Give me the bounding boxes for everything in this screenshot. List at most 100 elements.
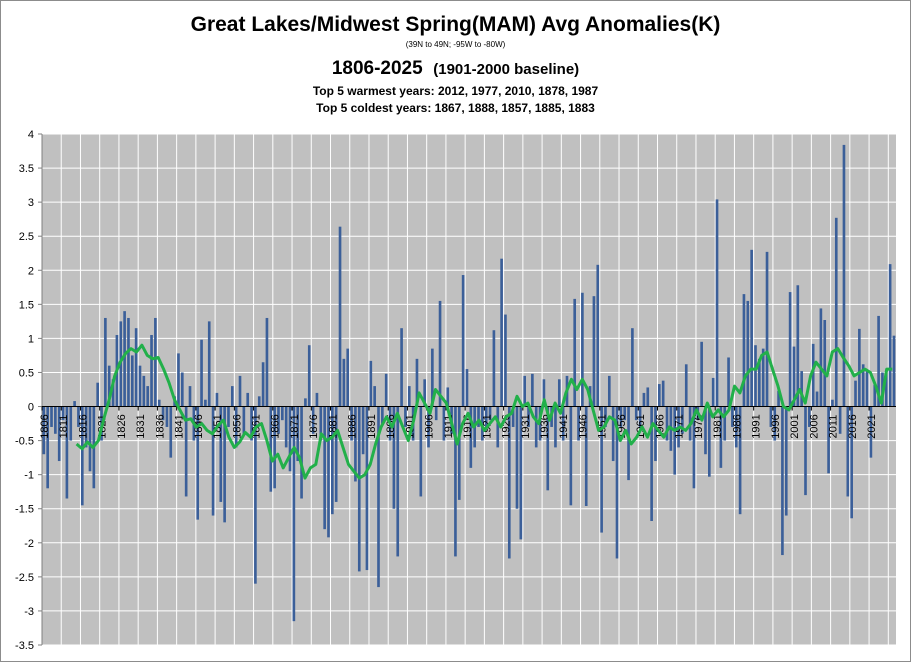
bar bbox=[127, 317, 130, 407]
bar bbox=[792, 346, 796, 407]
x-tick-label: 1981 bbox=[712, 414, 724, 438]
period-label: 1806-2025 bbox=[331, 58, 423, 79]
x-tick-label: 1856 bbox=[231, 414, 243, 438]
bar bbox=[457, 406, 461, 500]
bar bbox=[442, 406, 446, 441]
bar bbox=[584, 406, 588, 507]
y-tick-label: -1.5 bbox=[15, 504, 34, 516]
bar bbox=[627, 406, 630, 481]
x-tick-label: 1836 bbox=[154, 414, 166, 438]
bar bbox=[884, 371, 888, 407]
bar bbox=[488, 406, 492, 421]
bar bbox=[600, 406, 603, 533]
x-tick-label: 1826 bbox=[116, 414, 128, 438]
bar bbox=[815, 391, 819, 407]
bar bbox=[65, 406, 69, 499]
bar bbox=[788, 292, 792, 407]
x-tick-label: 2011 bbox=[828, 415, 840, 439]
y-tick-label: 1 bbox=[28, 333, 34, 345]
bar bbox=[738, 406, 742, 515]
bar bbox=[373, 386, 376, 407]
bar bbox=[350, 406, 353, 441]
x-tick-label: 1996 bbox=[770, 414, 782, 438]
bar bbox=[250, 406, 253, 441]
bar bbox=[161, 406, 165, 421]
bar bbox=[423, 379, 426, 407]
bar bbox=[731, 406, 734, 427]
x-tick-label: 1991 bbox=[751, 414, 763, 438]
bar bbox=[357, 406, 361, 572]
bar bbox=[177, 353, 180, 407]
bar bbox=[461, 275, 465, 407]
bar bbox=[219, 406, 223, 502]
coldest-years: Top 5 coldest years: 1867, 1888, 1857, 1… bbox=[316, 101, 595, 115]
bar bbox=[700, 341, 703, 407]
bar bbox=[392, 406, 396, 509]
bar bbox=[507, 406, 511, 559]
bar bbox=[619, 406, 623, 427]
bar bbox=[819, 308, 823, 407]
bar bbox=[719, 406, 723, 468]
bar bbox=[531, 373, 534, 407]
bar bbox=[796, 285, 800, 407]
bar bbox=[842, 144, 846, 407]
bar bbox=[673, 406, 677, 475]
bar bbox=[207, 321, 211, 407]
bar bbox=[504, 314, 507, 407]
bar bbox=[873, 384, 877, 407]
bar bbox=[296, 406, 300, 462]
bar bbox=[138, 365, 142, 407]
bar bbox=[681, 406, 684, 434]
bar bbox=[165, 406, 169, 427]
bar bbox=[581, 292, 584, 407]
bar bbox=[104, 317, 107, 407]
bar bbox=[511, 406, 515, 427]
bar bbox=[657, 384, 661, 407]
bar bbox=[858, 328, 861, 407]
y-tick-label: -1 bbox=[24, 470, 34, 482]
bar bbox=[342, 358, 346, 407]
bar bbox=[554, 406, 557, 448]
bar bbox=[42, 406, 46, 455]
x-tick-label: 2006 bbox=[808, 414, 820, 438]
bar bbox=[234, 406, 238, 448]
x-tick-label: 1811 bbox=[58, 415, 70, 439]
y-tick-label: -3 bbox=[24, 606, 34, 618]
x-tick-label: 1876 bbox=[308, 414, 320, 438]
bar bbox=[277, 406, 280, 434]
x-tick-label: 1831 bbox=[135, 414, 147, 438]
bar bbox=[307, 345, 311, 407]
y-tick-label: 0 bbox=[28, 402, 34, 414]
bar bbox=[646, 387, 650, 407]
bar bbox=[850, 406, 853, 519]
bar bbox=[638, 406, 642, 427]
y-tick-label: 3 bbox=[28, 197, 34, 209]
bar bbox=[834, 217, 838, 407]
x-tick-label: 1806 bbox=[39, 414, 51, 438]
y-tick-label: 2.5 bbox=[19, 231, 34, 243]
bar bbox=[704, 406, 707, 455]
y-tick-label: 4 bbox=[28, 129, 34, 141]
bar bbox=[777, 390, 780, 407]
x-tick-label: 1986 bbox=[731, 414, 743, 438]
bar bbox=[196, 406, 200, 520]
bar bbox=[861, 364, 865, 407]
x-tick-label: 2021 bbox=[866, 414, 878, 438]
bar bbox=[319, 406, 323, 441]
bar bbox=[615, 406, 619, 559]
bar bbox=[800, 371, 803, 407]
bar bbox=[723, 406, 727, 441]
bar bbox=[561, 406, 565, 441]
x-tick-label: 1966 bbox=[654, 414, 666, 438]
bar bbox=[365, 406, 369, 571]
bar bbox=[781, 406, 784, 556]
bar bbox=[546, 406, 550, 491]
bar bbox=[346, 348, 350, 407]
bar bbox=[334, 406, 338, 502]
bar bbox=[434, 406, 438, 421]
bar bbox=[50, 406, 53, 427]
bar bbox=[831, 399, 834, 407]
bar bbox=[134, 328, 138, 407]
x-tick-label: 1891 bbox=[366, 414, 378, 438]
bar bbox=[869, 406, 873, 458]
